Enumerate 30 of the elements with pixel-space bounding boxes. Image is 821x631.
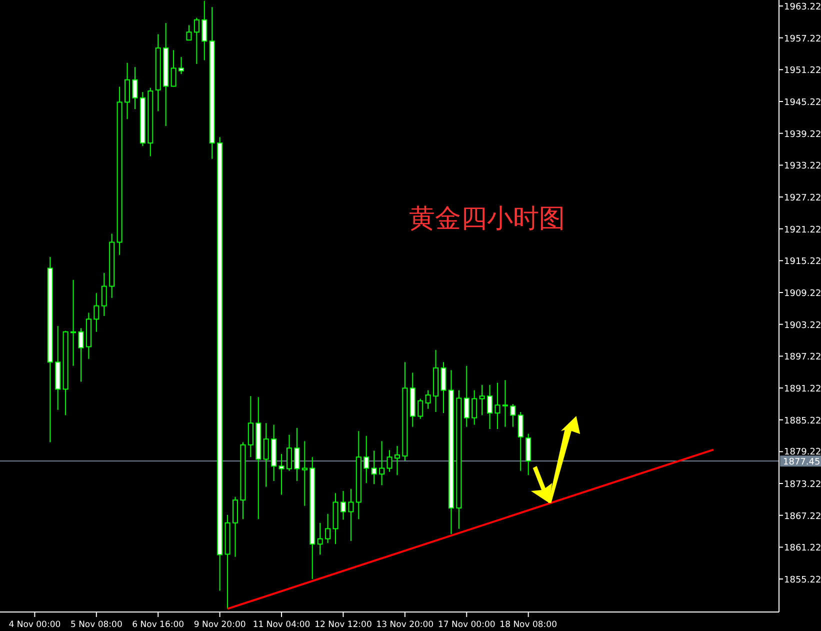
y-tick-label: 1897.22: [784, 352, 821, 363]
x-tick-label: 11 Nov 04:00: [252, 620, 310, 630]
x-tick-label: 6 Nov 16:00: [132, 620, 184, 630]
y-tick-label: 1939.22: [784, 130, 821, 140]
x-tick-label: 13 Nov 20:00: [376, 620, 434, 630]
y-tick-label: 1951.22: [784, 66, 821, 76]
y-tick-label: 1909.22: [784, 288, 821, 299]
y-tick-label: 1933.22: [784, 162, 821, 172]
y-tick-label: 1945.22: [784, 98, 821, 108]
x-tick-label: 4 Nov 00:00: [8, 620, 61, 630]
y-tick-label: 1861.22: [784, 544, 821, 554]
x-tick-label: 17 Nov 00:00: [438, 620, 496, 630]
y-tick-label: 1879.22: [784, 448, 821, 458]
y-tick-label: 1963.22: [784, 2, 821, 12]
annotation: 黄金四小时图: [409, 204, 565, 234]
y-tick-label: 1903.22: [784, 320, 821, 331]
x-tick-label: 18 Nov 08:00: [500, 620, 557, 630]
ref-line-label: 1877.45: [783, 458, 820, 468]
y-tick-label: 1891.22: [784, 384, 821, 394]
x-tick-label: 12 Nov 12:00: [314, 620, 372, 630]
y-tick-label: 1927.22: [784, 193, 821, 204]
y-tick-label: 1921.22: [784, 225, 821, 236]
x-tick-label: 9 Nov 20:00: [194, 620, 246, 630]
x-tick-label: 5 Nov 08:00: [70, 620, 122, 630]
y-tick-label: 1873.22: [784, 480, 821, 490]
y-tick-label: 1855.22: [784, 576, 821, 586]
y-tick-label: 1885.22: [784, 416, 821, 426]
y-tick-label: 1867.22: [784, 512, 821, 522]
y-tick-label: 1957.22: [784, 34, 821, 44]
y-tick-label: 1915.22: [784, 257, 821, 268]
